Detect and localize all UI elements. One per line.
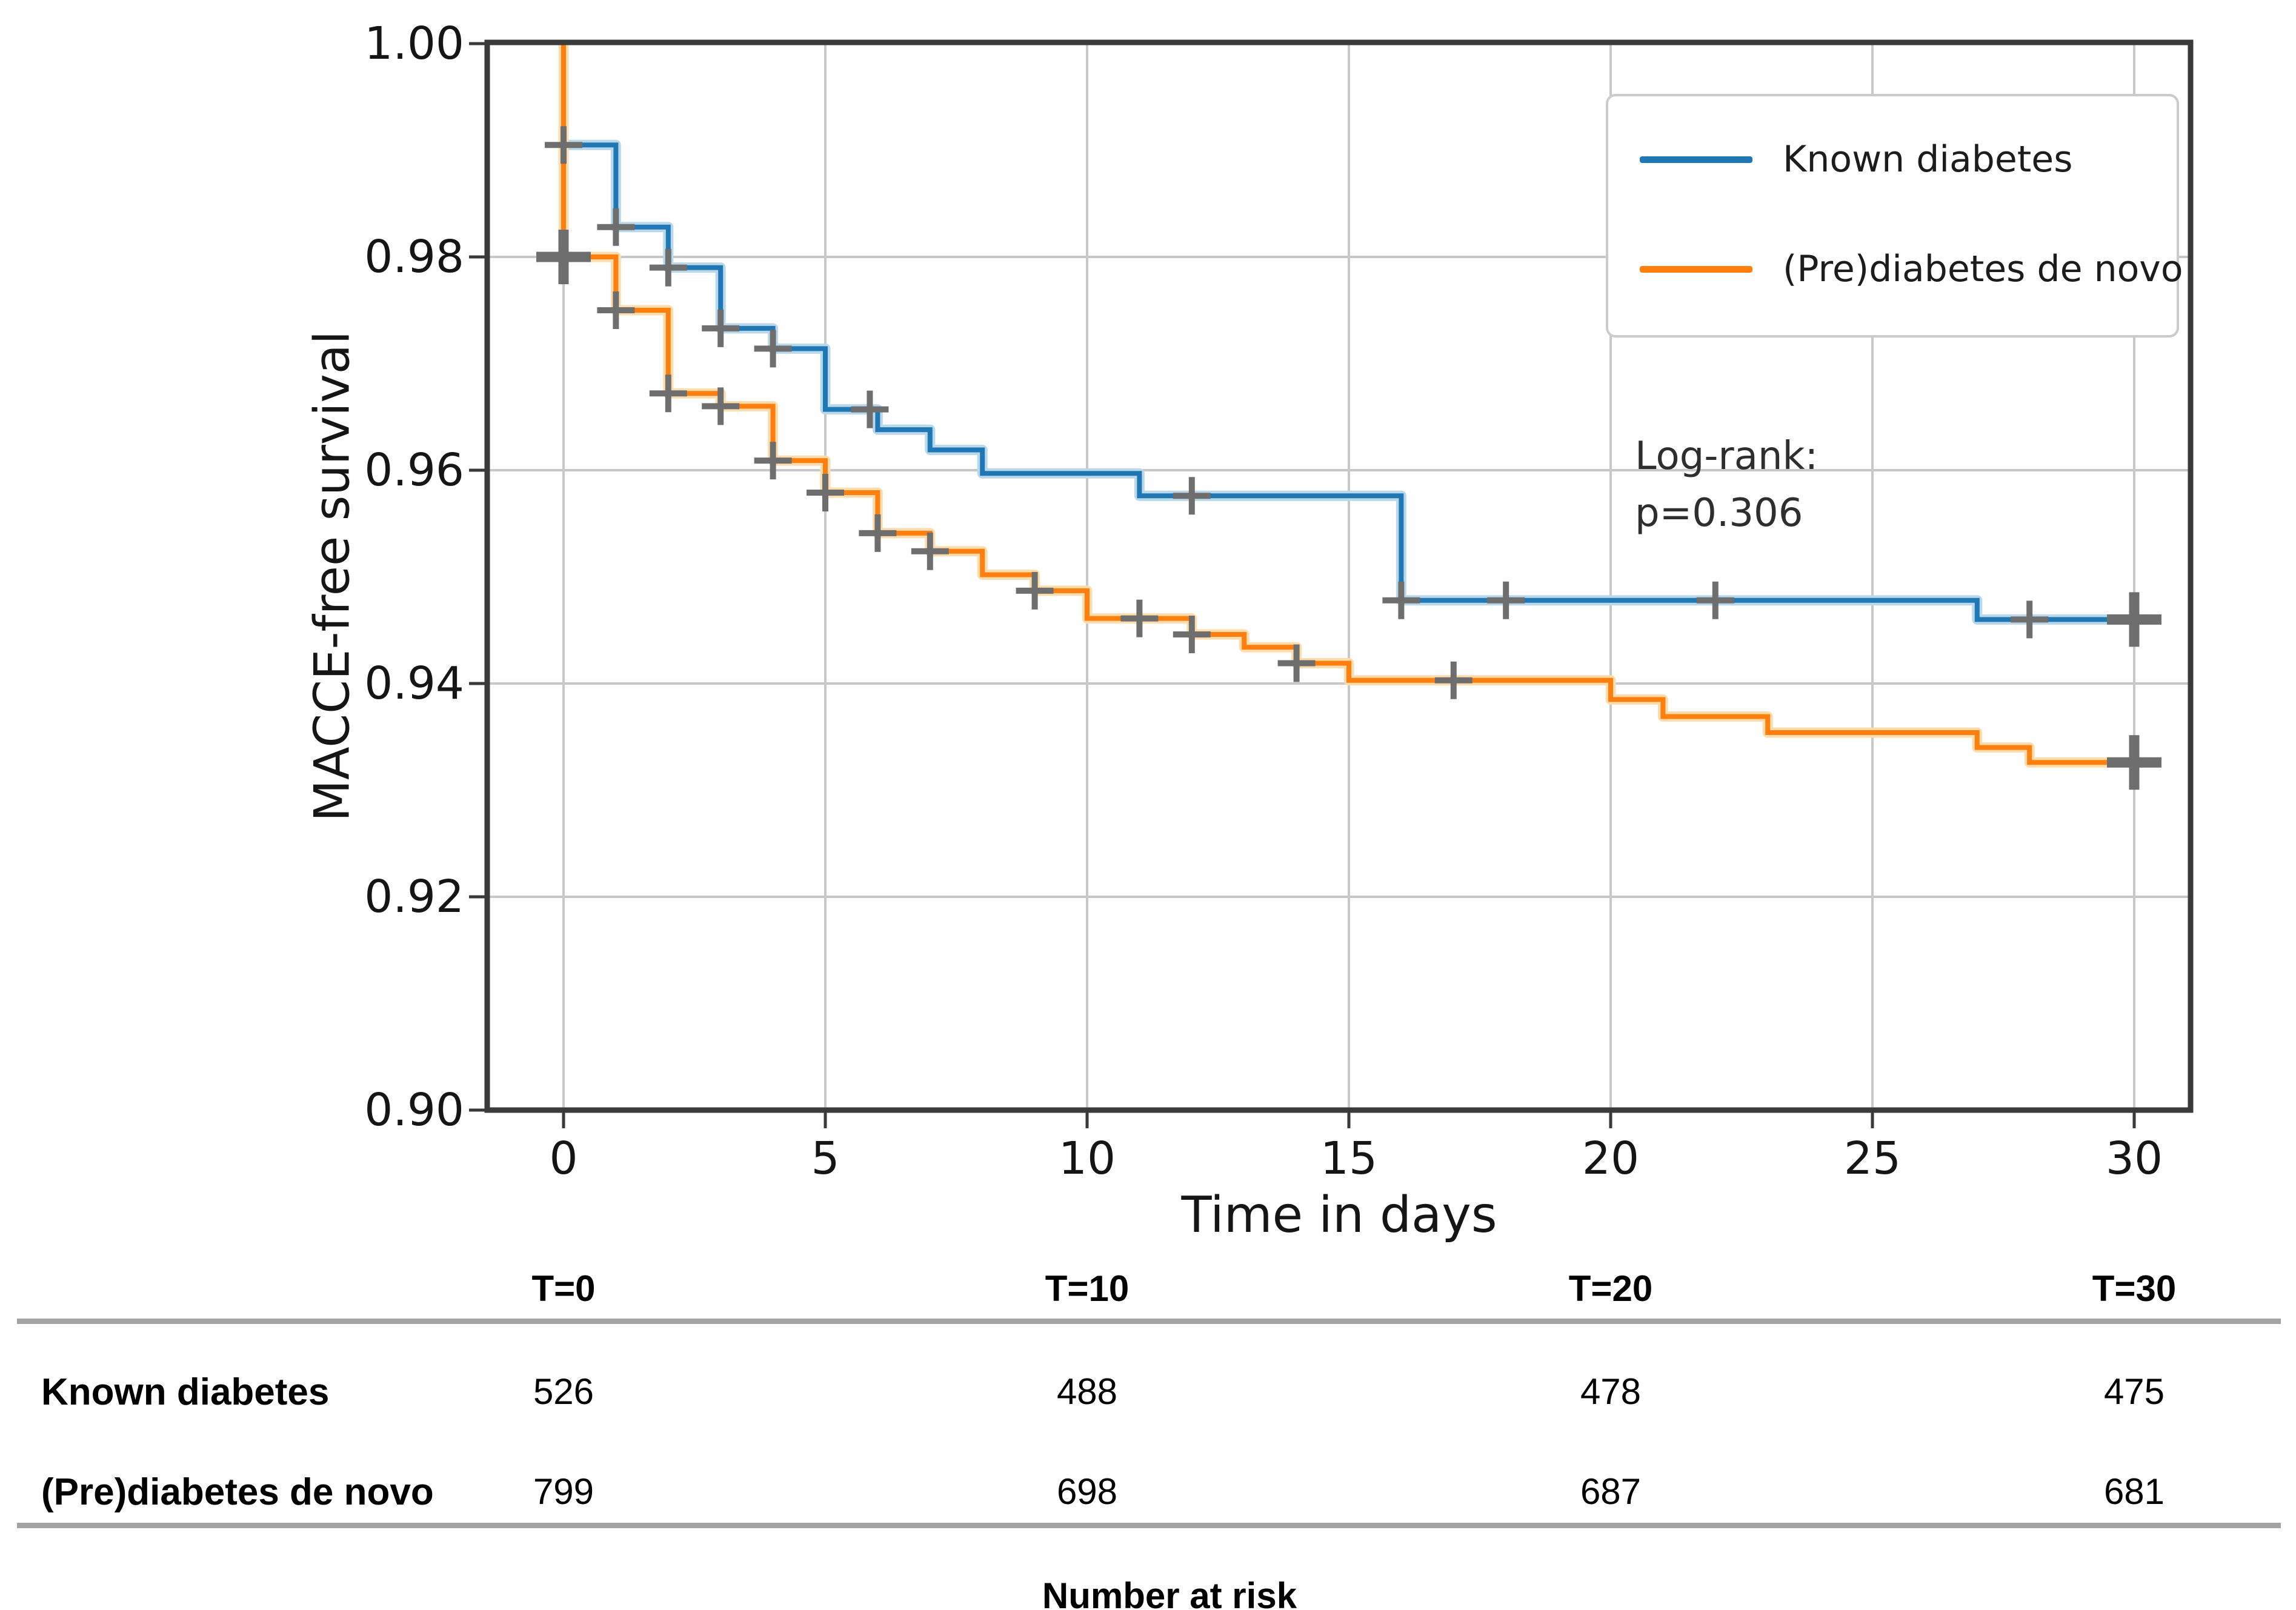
censor-mark (536, 230, 591, 284)
x-tick-label: 20 (1582, 1133, 1640, 1185)
legend-box: Known diabetes (Pre)diabetes de novo (1606, 94, 2183, 338)
censor-mark (851, 390, 889, 428)
censor-mark (2107, 735, 2161, 790)
censor-mark (1487, 581, 1525, 619)
legend-swatch-line (1640, 265, 1752, 273)
risk-table-value: 799 (533, 1471, 594, 1512)
risk-table-row-label: (Pre)diabetes de novo (41, 1471, 434, 1513)
censor-mark (1016, 571, 1054, 610)
plot-border (484, 39, 2194, 1113)
y-tick-label: 0.98 (364, 231, 464, 283)
table-rule-top (17, 1319, 2281, 1324)
censor-mark (1277, 644, 1316, 682)
risk-table-row-label: Known diabetes (41, 1371, 330, 1413)
censor-mark (911, 532, 949, 570)
x-axis-title: Time in days (1181, 1186, 1497, 1244)
censor-mark (649, 374, 687, 413)
legend-item: Known diabetes (1640, 133, 2072, 186)
censor-mark (702, 309, 740, 347)
y-tick-label: 0.92 (364, 871, 464, 923)
risk-table-header: T=0 (531, 1268, 596, 1309)
censor-mark (1120, 599, 1159, 637)
x-tick-label: 30 (2105, 1133, 2163, 1185)
x-tick-label: 25 (1843, 1133, 1902, 1185)
y-tick-label: 0.94 (364, 657, 464, 710)
legend-label: Known diabetes (1783, 138, 2073, 181)
table-rule-bottom (17, 1523, 2281, 1528)
risk-table-value: 475 (2103, 1371, 2165, 1412)
risk-table-value: 526 (533, 1371, 594, 1412)
censor-mark (2107, 592, 2161, 647)
x-tick-label: 10 (1058, 1133, 1116, 1185)
legend-swatch-line (1640, 156, 1752, 163)
censor-mark (1696, 581, 1734, 619)
censor-mark (649, 248, 687, 287)
censor-mark (754, 330, 792, 368)
legend-item: (Pre)diabetes de novo (1640, 242, 2183, 296)
censor-mark (1173, 477, 1211, 515)
censor-mark (545, 126, 582, 164)
censor-mark (702, 387, 740, 425)
y-tick-label: 0.90 (364, 1084, 464, 1136)
risk-table-header: T=30 (2092, 1268, 2177, 1309)
censor-mark (1173, 616, 1211, 654)
risk-table-value: 681 (2103, 1471, 2165, 1512)
table-caption: Number at risk (1042, 1575, 1297, 1610)
censor-marks (536, 126, 2161, 790)
censor-mark (754, 442, 792, 480)
x-tick-label: 5 (811, 1133, 840, 1185)
x-tick-label: 15 (1320, 1133, 1378, 1185)
risk-table-value: 687 (1580, 1471, 1642, 1512)
censor-mark (1382, 581, 1420, 619)
logrank-annotation: Log-rank: p=0.306 (1635, 428, 1818, 542)
censor-mark (1434, 661, 1472, 699)
logrank-line1: Log-rank: (1635, 434, 1818, 479)
censor-mark (2011, 600, 2049, 639)
risk-table-header: T=10 (1045, 1268, 1130, 1309)
censor-mark (807, 473, 844, 511)
risk-table-value: 698 (1056, 1471, 1118, 1512)
censor-mark (597, 291, 635, 329)
censor-mark (597, 208, 635, 246)
logrank-line2: p=0.306 (1635, 491, 1803, 536)
plot-axes-spines (469, 39, 2194, 1128)
legend-label: (Pre)diabetes de novo (1783, 248, 2183, 290)
x-tick-label: 0 (549, 1133, 578, 1185)
y-tick-label: 0.96 (364, 444, 464, 496)
y-axis-title: MACCE-free survival (304, 330, 361, 822)
censor-mark (859, 514, 897, 552)
y-tick-label: 1.00 (364, 18, 464, 70)
risk-table-value: 488 (1056, 1371, 1118, 1412)
risk-table-value: 478 (1580, 1371, 1642, 1412)
risk-table-header: T=20 (1568, 1268, 1653, 1309)
